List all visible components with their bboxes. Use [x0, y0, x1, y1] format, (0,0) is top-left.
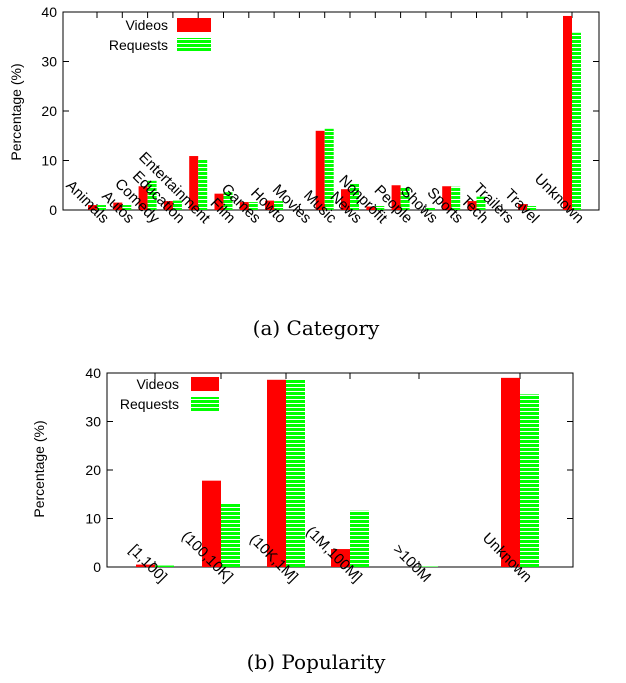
bar-videos — [341, 189, 350, 210]
bar-videos — [267, 379, 286, 567]
legend-swatch-videos — [177, 18, 211, 32]
bar-videos — [391, 185, 401, 210]
bar-requests — [324, 128, 334, 210]
bar-requests — [147, 180, 157, 210]
bar-requests — [520, 394, 539, 567]
bar-videos — [366, 206, 376, 210]
x-tick-label: >100M — [389, 541, 434, 586]
bar-requests — [198, 159, 208, 210]
bar-videos — [138, 186, 148, 210]
y-axis-label: Percentage (%) — [8, 63, 24, 160]
bar-requests — [527, 206, 537, 210]
bar-videos — [189, 156, 199, 210]
y-tick-label: 10 — [41, 153, 57, 169]
legend-swatch-videos — [191, 377, 219, 391]
bar-videos — [136, 564, 155, 567]
bar-videos — [467, 201, 477, 210]
bar-videos — [331, 549, 350, 567]
bar-requests — [274, 201, 284, 210]
bar-videos — [113, 202, 123, 210]
bar-requests — [221, 503, 240, 567]
bar-requests — [425, 207, 435, 210]
bar-requests — [248, 202, 258, 210]
chart-caption: (b) Popularity — [247, 650, 386, 674]
y-tick-label: 20 — [85, 462, 101, 478]
y-tick-label: 40 — [41, 4, 57, 20]
legend-swatch-requests — [177, 38, 211, 52]
bar-videos — [563, 15, 572, 210]
bar-videos — [265, 200, 275, 210]
bar-videos — [501, 377, 520, 567]
bar-requests — [286, 379, 305, 567]
y-tick-label: 30 — [85, 414, 101, 430]
bar-requests — [572, 32, 581, 210]
bar-requests — [350, 510, 369, 567]
legend-label: Requests — [109, 37, 168, 53]
bar-requests — [451, 186, 461, 210]
bar-requests — [350, 183, 359, 210]
bar-requests — [172, 200, 182, 210]
legend-label: Videos — [136, 376, 179, 392]
y-tick-label: 0 — [49, 202, 57, 218]
y-tick-label: 10 — [85, 511, 101, 527]
y-tick-label: 0 — [93, 559, 101, 575]
bar-requests — [122, 205, 132, 210]
bar-requests — [476, 196, 486, 210]
bar-videos — [442, 186, 452, 210]
bar-requests — [155, 565, 174, 567]
bar-requests — [375, 206, 385, 210]
bar-videos — [315, 130, 325, 210]
x-tick-label: [1,100] — [126, 541, 170, 585]
bar-videos — [202, 480, 221, 567]
bar-requests — [97, 205, 106, 210]
bar-videos — [88, 205, 97, 210]
legend-label: Videos — [125, 17, 168, 33]
category-chart: Percentage (%) 010203040AnimalsAutosCome… — [8, 4, 600, 340]
bar-videos — [518, 204, 528, 210]
legend-label: Requests — [120, 396, 179, 412]
bar-videos — [163, 201, 173, 210]
bar-videos — [239, 202, 249, 210]
legend-swatch-requests — [191, 397, 219, 411]
y-tick-label: 30 — [41, 54, 57, 70]
bar-requests — [400, 187, 410, 210]
y-tick-label: 20 — [41, 103, 57, 119]
bar-videos — [214, 193, 224, 210]
chart-caption: (a) Category — [253, 316, 380, 340]
bar-requests — [223, 192, 233, 210]
y-axis-label: Percentage (%) — [31, 420, 47, 517]
y-tick-label: 40 — [85, 365, 101, 381]
